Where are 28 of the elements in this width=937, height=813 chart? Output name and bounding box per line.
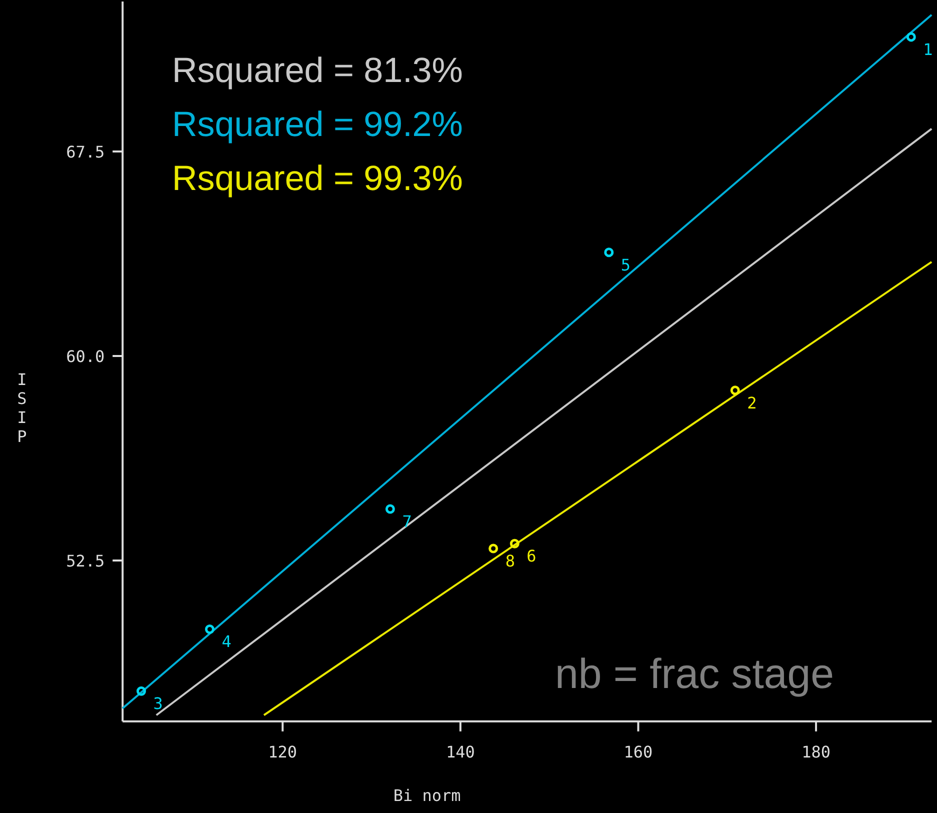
point xyxy=(906,32,916,42)
annotation: 1 xyxy=(923,40,933,59)
x-axis-title: Bi norm xyxy=(393,786,461,805)
x-tick-label: 180 xyxy=(802,742,830,762)
text: Rsquared = 81.3% xyxy=(172,51,463,90)
point xyxy=(488,544,498,554)
x-tick-label: 120 xyxy=(268,742,298,762)
point xyxy=(136,686,146,696)
point xyxy=(604,248,614,258)
text: Rsquared = 99.2% xyxy=(172,105,463,144)
y-axis-title: ISIP xyxy=(12,370,32,446)
x-tick-label: 140 xyxy=(446,742,475,762)
y-tick-label: 52.5 xyxy=(66,552,105,571)
y-tick-label: 60.0 xyxy=(66,346,105,366)
point xyxy=(204,624,214,634)
annotation: 5 xyxy=(620,255,631,274)
y-tick-label: 67.5 xyxy=(66,142,105,162)
annotation: nb = frac stage xyxy=(555,650,834,697)
point xyxy=(730,386,740,396)
annotation: 2 xyxy=(747,393,757,412)
annotation: 6 xyxy=(526,546,536,566)
text: Rsquared = 99.3% xyxy=(172,159,463,198)
x-tick-label: 160 xyxy=(624,742,653,762)
point xyxy=(385,504,395,514)
annotation: 8 xyxy=(505,552,515,571)
annotation: 3 xyxy=(153,694,163,714)
point xyxy=(510,538,520,548)
annotation: 4 xyxy=(222,632,232,652)
